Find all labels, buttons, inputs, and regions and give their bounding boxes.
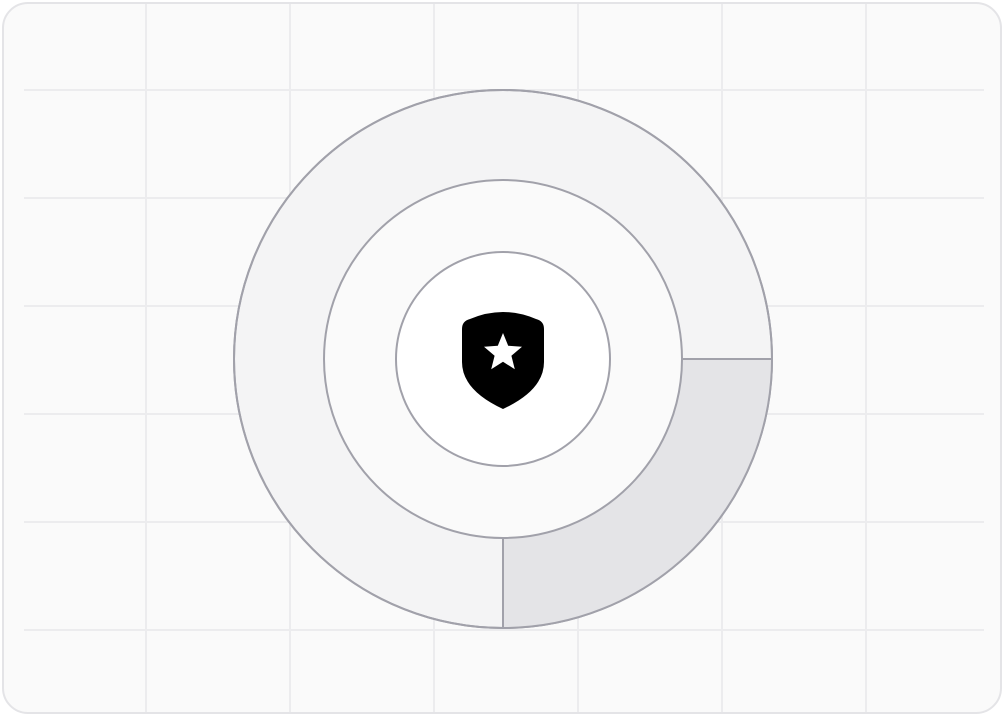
star-icon [484,333,522,370]
highlight-segment [503,359,772,628]
outer-ring-border [233,89,773,629]
shield-star-icon [462,312,544,409]
